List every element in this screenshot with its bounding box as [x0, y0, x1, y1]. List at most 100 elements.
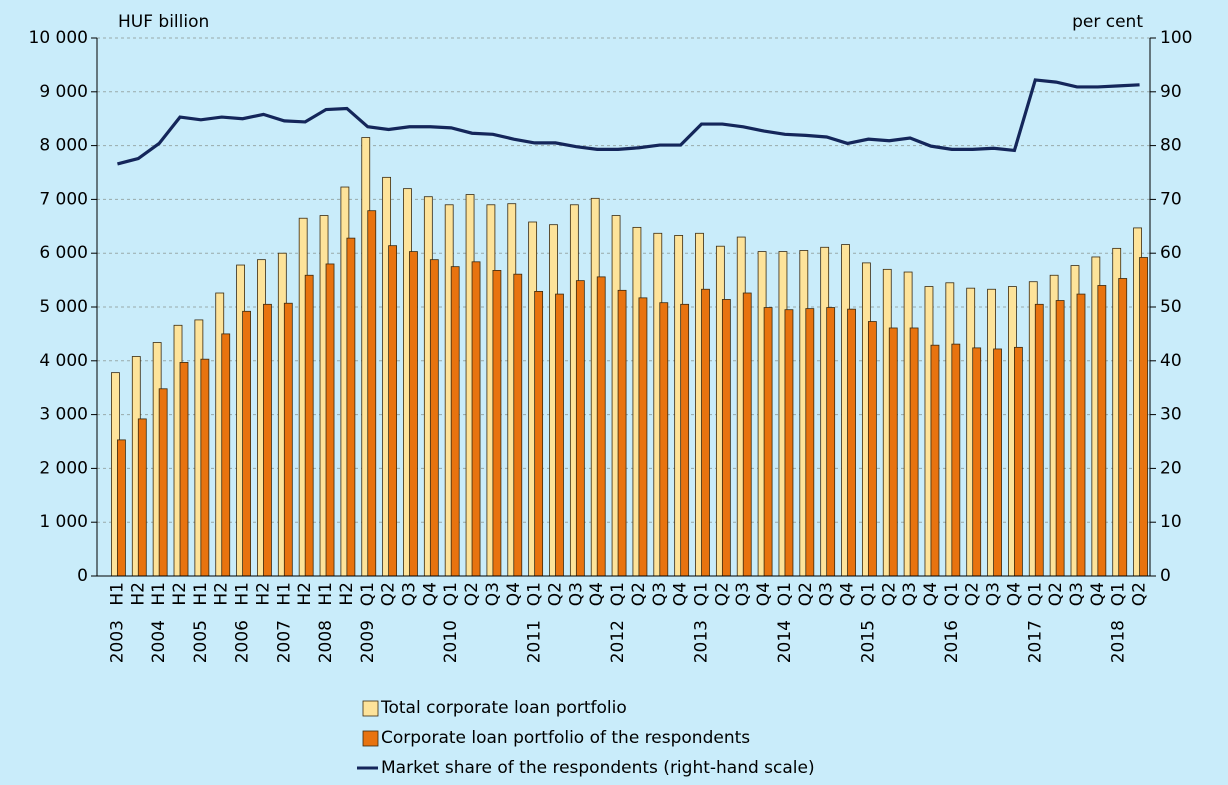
- bar: [805, 308, 815, 577]
- bar: [742, 292, 752, 577]
- bar: [826, 307, 836, 577]
- y-tick-label: 5 000: [39, 297, 88, 317]
- legend-label: Market share of the respondents (right-h…: [381, 758, 815, 778]
- x-tick-label: Q2: [712, 582, 732, 606]
- x-tick-label: Q3: [900, 582, 920, 606]
- y2-tick-label: 90: [1160, 82, 1182, 102]
- bar: [450, 266, 460, 577]
- bar: [1118, 278, 1128, 577]
- y-tick-label: 10 000: [29, 28, 88, 48]
- bar: [1097, 285, 1107, 577]
- bar: [137, 418, 147, 577]
- y-tick-label: 8 000: [39, 136, 88, 156]
- x-tick-label: Q4: [838, 582, 858, 606]
- x-tick-label: Q1: [692, 582, 712, 606]
- x-group-label: 2016: [942, 620, 962, 663]
- y-tick-label: 7 000: [39, 189, 88, 209]
- x-tick-label: Q4: [420, 582, 440, 606]
- bar: [409, 251, 418, 577]
- bar: [304, 274, 314, 577]
- x-tick-label: Q3: [650, 582, 670, 606]
- bar: [909, 327, 919, 577]
- legend-swatch: [362, 730, 379, 747]
- x-tick-label: Q2: [1130, 582, 1150, 606]
- bar: [471, 261, 481, 577]
- x-tick-label: Q3: [1067, 582, 1087, 606]
- bar: [179, 362, 189, 577]
- bar: [555, 293, 564, 577]
- x-tick-label: Q2: [462, 582, 482, 606]
- x-tick-label: Q2: [879, 582, 899, 606]
- y-axis-label: HUF billion: [118, 12, 209, 32]
- x-group-label: 2008: [316, 620, 336, 663]
- y2-tick-label: 100: [1160, 28, 1192, 48]
- y-tick-label: 6 000: [39, 243, 88, 263]
- x-group-label: 2013: [692, 620, 712, 663]
- x-tick-label: Q4: [754, 582, 774, 606]
- x-tick-label: H2: [170, 582, 190, 606]
- y2-tick-label: 40: [1160, 351, 1182, 371]
- bar: [1034, 303, 1044, 577]
- x-tick-label: Q2: [629, 582, 649, 606]
- x-tick-label: Q2: [963, 582, 983, 606]
- x-tick-label: Q1: [942, 582, 962, 606]
- y-tick-label: 0: [77, 566, 88, 586]
- x-tick-label: Q1: [1025, 582, 1045, 606]
- bar: [1139, 257, 1148, 577]
- bar: [763, 307, 773, 577]
- bar: [221, 333, 231, 577]
- x-group-label: 2005: [191, 620, 211, 663]
- legend-label: Total corporate loan portfolio: [380, 698, 627, 718]
- bar: [721, 299, 731, 577]
- bar: [575, 280, 585, 577]
- y2-tick-label: 70: [1160, 189, 1182, 209]
- x-group-label: 2018: [1109, 620, 1129, 663]
- x-tick-label: H1: [107, 582, 127, 606]
- x-tick-label: H2: [337, 582, 357, 606]
- x-tick-label: H1: [191, 582, 211, 606]
- x-tick-label: Q3: [984, 582, 1004, 606]
- x-tick-label: Q3: [566, 582, 586, 606]
- bar: [325, 263, 335, 577]
- x-tick-label: Q2: [796, 582, 816, 606]
- bar: [283, 302, 293, 577]
- bar: [1055, 300, 1065, 577]
- x-tick-label: Q1: [858, 582, 878, 606]
- bar: [158, 388, 168, 577]
- x-tick-label: Q2: [545, 582, 565, 606]
- x-group-label: 2010: [441, 620, 461, 663]
- legend-swatch: [362, 700, 379, 717]
- x-tick-label: Q2: [379, 582, 399, 606]
- line: [117, 78, 1140, 166]
- bar: [993, 348, 1002, 577]
- y2-axis-label: per cent: [1072, 12, 1143, 32]
- bar: [659, 302, 669, 577]
- bar: [388, 245, 398, 577]
- x-tick-label: Q2: [1046, 582, 1066, 606]
- y2-tick-label: 60: [1160, 243, 1182, 263]
- x-tick-label: H1: [316, 582, 336, 606]
- x-tick-label: H2: [295, 582, 315, 606]
- bar: [1076, 293, 1086, 577]
- bar: [367, 210, 377, 577]
- y2-tick-label: 0: [1160, 566, 1171, 586]
- x-tick-label: H1: [274, 582, 294, 606]
- x-tick-label: H2: [128, 582, 148, 606]
- y2-tick-label: 30: [1160, 405, 1182, 425]
- x-tick-label: Q3: [399, 582, 419, 606]
- x-tick-label: Q1: [775, 582, 795, 606]
- y2-tick-label: 50: [1160, 297, 1182, 317]
- x-group-label: 2003: [107, 620, 127, 663]
- x-tick-label: Q4: [504, 582, 524, 606]
- y-tick-label: 4 000: [39, 351, 88, 371]
- x-tick-label: H2: [212, 582, 232, 606]
- x-tick-label: Q3: [483, 582, 503, 606]
- bar: [429, 259, 439, 577]
- x-tick-label: Q4: [1088, 582, 1108, 606]
- bar: [492, 270, 502, 577]
- x-group-label: 2017: [1025, 620, 1045, 663]
- x-tick-label: Q1: [525, 582, 545, 606]
- bar: [263, 303, 272, 577]
- bar: [847, 308, 856, 577]
